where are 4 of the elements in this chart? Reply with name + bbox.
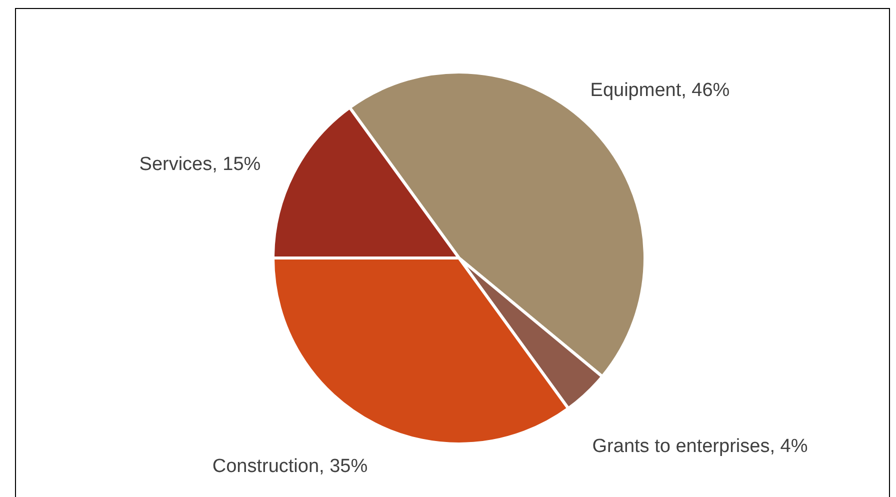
slice-label: Construction, 35% — [212, 456, 368, 477]
slice-label: Grants to enterprises, 4% — [592, 436, 808, 457]
slice-label: Equipment, 46% — [590, 80, 730, 101]
slice-label: Services, 15% — [139, 154, 261, 175]
